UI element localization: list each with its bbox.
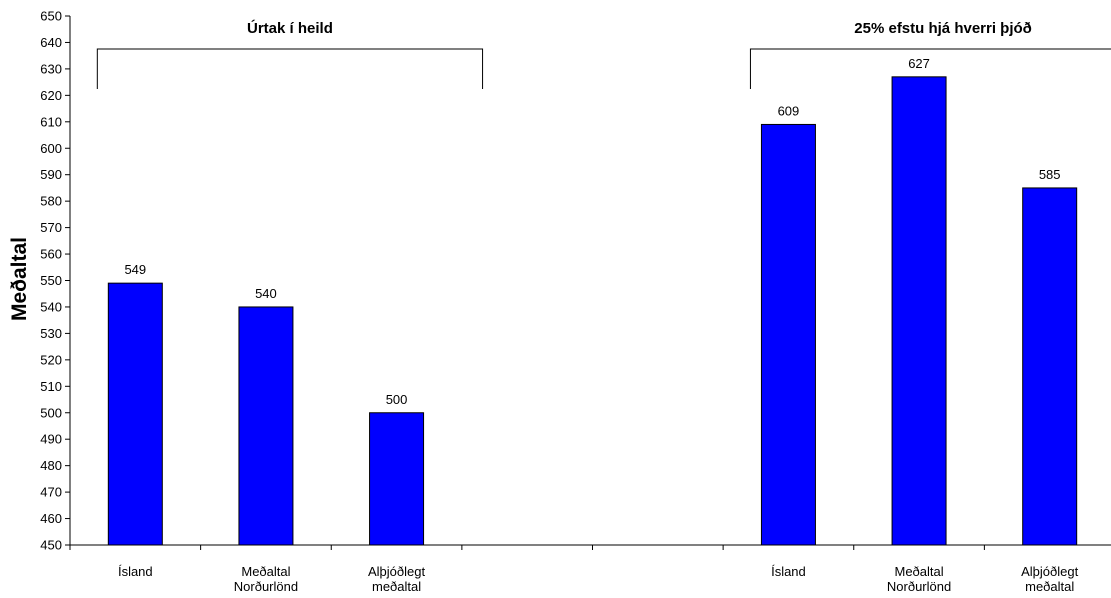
y-tick-label: 500 xyxy=(40,405,62,420)
y-tick-label: 600 xyxy=(40,141,62,156)
bar xyxy=(238,306,294,546)
data-labels: 549 540 500 609 627 585 xyxy=(124,56,1060,407)
y-tick-label: 630 xyxy=(40,61,62,76)
x-tick-label: meðaltal xyxy=(1025,579,1074,594)
axes: 450 460 470 480 490 500 510 520 530 540 550 560 570 5… xyxy=(40,9,1111,594)
y-axis-title: Meðaltal xyxy=(8,237,31,321)
data-label: 585 xyxy=(1039,167,1061,182)
data-label: 549 xyxy=(124,262,146,277)
y-tick-label: 510 xyxy=(40,379,62,394)
x-tick-label: Alþjóðlegt xyxy=(1021,564,1078,579)
group-title: Úrtak í heild xyxy=(247,19,333,37)
bar xyxy=(107,282,163,546)
y-tick-label: 590 xyxy=(40,167,62,182)
group-bracket xyxy=(749,48,1111,89)
x-tick-label: meðaltal xyxy=(372,579,421,594)
x-tick-label: Meðaltal xyxy=(241,564,290,579)
y-tick-label: 490 xyxy=(40,432,62,447)
x-tick-label: Ísland xyxy=(771,564,806,579)
group-brackets: Úrtak í heild 25% efstu hjá hverri þjóð xyxy=(96,19,1111,89)
group-title: 25% efstu hjá hverri þjóð xyxy=(854,20,1032,37)
y-tick-label: 470 xyxy=(40,485,62,500)
bar xyxy=(891,76,947,546)
bar xyxy=(1022,187,1078,546)
y-tick-label: 550 xyxy=(40,273,62,288)
bar xyxy=(760,123,816,546)
y-tick-label: 460 xyxy=(40,511,62,526)
x-tick-label: Meðaltal xyxy=(894,564,943,579)
data-label: 627 xyxy=(908,56,930,71)
y-tick-label: 530 xyxy=(40,326,62,341)
y-tick-label: 450 xyxy=(40,538,62,553)
y-tick-label: 580 xyxy=(40,194,62,209)
x-tick-label: Norðurlönd xyxy=(234,579,298,594)
y-tick-label: 570 xyxy=(40,220,62,235)
x-tick-label: Ísland xyxy=(118,564,153,579)
data-label: 609 xyxy=(778,103,800,118)
y-tick-label: 640 xyxy=(40,35,62,50)
y-tick-label: 480 xyxy=(40,458,62,473)
data-label: 540 xyxy=(255,286,277,301)
group-bracket xyxy=(96,48,484,89)
bars xyxy=(107,76,1078,546)
y-tick-label: 540 xyxy=(40,299,62,314)
y-tick-label: 610 xyxy=(40,114,62,129)
y-tick-label: 560 xyxy=(40,247,62,262)
y-tick-label: 520 xyxy=(40,352,62,367)
data-label: 500 xyxy=(386,392,408,407)
y-tick-label: 650 xyxy=(40,9,62,24)
bar xyxy=(369,412,425,546)
x-tick-label: Alþjóðlegt xyxy=(368,564,425,579)
x-tick-label: Norðurlönd xyxy=(887,579,951,594)
y-tick-label: 620 xyxy=(40,88,62,103)
